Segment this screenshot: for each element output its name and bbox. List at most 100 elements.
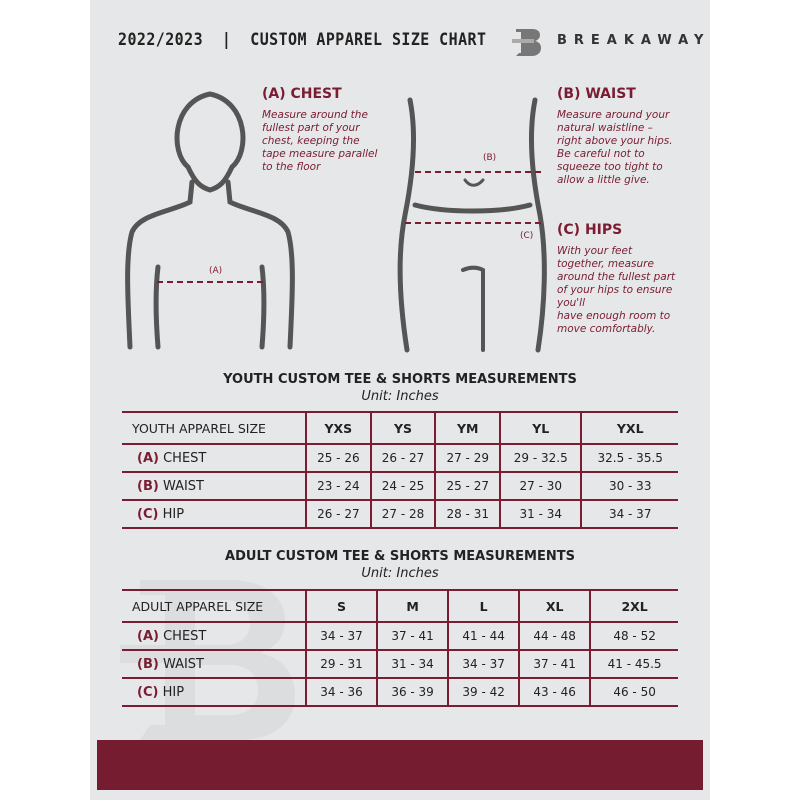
desc-line: Measure around your xyxy=(557,109,670,121)
desc-line: have enough room to xyxy=(557,310,671,322)
desc-line: around the fullest part xyxy=(557,271,676,283)
cell: 24 - 25 xyxy=(369,471,436,501)
size-header: XL xyxy=(518,589,591,623)
row-label: (B) WAIST xyxy=(122,471,306,501)
size-label: YOUTH APPAREL SIZE xyxy=(122,411,306,445)
chest-instructions: (A) CHEST Measure around the fullest par… xyxy=(262,86,377,174)
cell: 46 - 50 xyxy=(589,677,678,707)
desc-line: allow a little give. xyxy=(557,174,650,186)
adult-size-table: ADULT APPAREL SIZE S M L XL 2XL (A) CHES… xyxy=(122,589,678,707)
hips-description: With your feet together, measure around … xyxy=(557,245,675,336)
adult-unit: Unit: Inches xyxy=(361,566,439,581)
row-name: HIP xyxy=(162,684,185,700)
desc-line: move comfortably. xyxy=(557,323,656,335)
cell: 34 - 37 xyxy=(447,649,520,679)
row-name: WAIST xyxy=(162,478,205,494)
cell: 28 - 31 xyxy=(434,499,501,529)
table-row: (C) HIP 26 - 27 27 - 28 28 - 31 31 - 34 … xyxy=(122,499,678,529)
cell: 29 - 32.5 xyxy=(499,443,582,473)
footer-band xyxy=(97,740,703,790)
table-row: (B) WAIST 23 - 24 24 - 25 25 - 27 27 - 3… xyxy=(122,471,678,501)
waist-heading: (B) WAIST xyxy=(557,86,636,102)
row-label: (A) CHEST xyxy=(122,621,306,651)
cell: 25 - 27 xyxy=(434,471,501,501)
desc-line: Be careful not to xyxy=(557,148,645,160)
cell: 31 - 34 xyxy=(499,499,582,529)
cell: 39 - 42 xyxy=(447,677,520,707)
cell: 44 - 48 xyxy=(518,621,591,651)
desc-line: of your hips to ensure xyxy=(557,284,673,296)
chest-marker: (A) xyxy=(209,266,223,276)
row-label: (A) CHEST xyxy=(122,443,306,473)
table-row: (C) HIP 34 - 36 36 - 39 39 - 42 43 - 46 … xyxy=(122,677,678,707)
row-key: (A) xyxy=(137,628,159,644)
breakaway-logo xyxy=(512,29,541,56)
cell: 37 - 41 xyxy=(518,649,591,679)
cell: 34 - 37 xyxy=(304,621,378,651)
row-key: (C) xyxy=(137,506,159,522)
row-name: HIP xyxy=(162,506,185,522)
youth-heading: YOUTH CUSTOM TEE & SHORTS MEASUREMENTS xyxy=(223,372,577,387)
row-key: (B) xyxy=(137,656,159,672)
cell: 27 - 28 xyxy=(369,499,436,529)
cell: 30 - 33 xyxy=(580,471,678,501)
size-header: M xyxy=(376,589,449,623)
youth-size-table: YOUTH APPAREL SIZE YXS YS YM YL YXL (A) … xyxy=(122,411,678,529)
desc-line: Measure around the xyxy=(262,109,368,121)
cell: 36 - 39 xyxy=(376,677,449,707)
cell: 43 - 46 xyxy=(518,677,591,707)
cell: 31 - 34 xyxy=(376,649,449,679)
chest-description: Measure around the fullest part of your … xyxy=(262,109,377,174)
upper-body-illustration xyxy=(125,91,295,350)
row-key: (A) xyxy=(137,450,159,466)
cell: 29 - 31 xyxy=(304,649,378,679)
table-row: (A) CHEST 34 - 37 37 - 41 41 - 44 44 - 4… xyxy=(122,621,678,651)
cell: 48 - 52 xyxy=(589,621,678,651)
row-key: (B) xyxy=(137,478,159,494)
size-header: YXS xyxy=(305,411,371,445)
desc-line: chest, keeping the xyxy=(262,135,360,147)
cell: 32.5 - 35.5 xyxy=(580,443,678,473)
size-header: YS xyxy=(369,411,436,445)
cell: 41 - 45.5 xyxy=(589,649,678,679)
waist-marker: (B) xyxy=(483,153,497,163)
cell: 25 - 26 xyxy=(305,443,371,473)
size-header: S xyxy=(304,589,378,623)
desc-line: tape measure parallel xyxy=(262,148,378,160)
desc-line: With your feet xyxy=(557,245,633,257)
cell: 41 - 44 xyxy=(447,621,520,651)
desc-line: fullest part of your xyxy=(262,122,360,134)
row-name: CHEST xyxy=(163,628,207,644)
row-name: CHEST xyxy=(163,450,207,466)
size-header: YXL xyxy=(580,411,678,445)
page-title: 2022/2023 | CUSTOM APPAREL SIZE CHART xyxy=(118,30,487,50)
desc-line: you'll xyxy=(557,297,586,309)
lower-body-illustration xyxy=(397,97,547,353)
youth-unit: Unit: Inches xyxy=(361,389,439,404)
row-name: WAIST xyxy=(162,656,205,672)
cell: 34 - 37 xyxy=(580,499,678,529)
hips-heading: (C) HIPS xyxy=(557,222,623,238)
hips-instructions: (C) HIPS With your feet together, measur… xyxy=(557,222,675,336)
cell: 27 - 30 xyxy=(499,471,582,501)
hips-marker: (C) xyxy=(520,231,534,241)
waist-description: Measure around your natural waistline – … xyxy=(557,109,673,187)
row-label: (C) HIP xyxy=(122,499,306,529)
cell: 26 - 27 xyxy=(369,443,436,473)
size-header: YM xyxy=(434,411,501,445)
table-row: (A) CHEST 25 - 26 26 - 27 27 - 29 29 - 3… xyxy=(122,443,678,473)
size-header: 2XL xyxy=(589,589,678,623)
row-label: (B) WAIST xyxy=(122,649,306,679)
desc-line: to the floor xyxy=(262,161,321,173)
table-header-row: ADULT APPAREL SIZE S M L XL 2XL xyxy=(122,589,678,623)
table-row: (B) WAIST 29 - 31 31 - 34 34 - 37 37 - 4… xyxy=(122,649,678,679)
brand-name: BREAKAWAY xyxy=(557,33,711,48)
row-label: (C) HIP xyxy=(122,677,306,707)
cell: 34 - 36 xyxy=(304,677,378,707)
desc-line: squeeze too tight to xyxy=(557,161,663,173)
size-label: ADULT APPAREL SIZE xyxy=(122,589,306,623)
desc-line: right above your hips. xyxy=(557,135,673,147)
adult-heading: ADULT CUSTOM TEE & SHORTS MEASUREMENTS xyxy=(225,549,575,564)
waist-instructions: (B) WAIST Measure around your natural wa… xyxy=(557,86,673,187)
chest-heading: (A) CHEST xyxy=(262,86,342,102)
